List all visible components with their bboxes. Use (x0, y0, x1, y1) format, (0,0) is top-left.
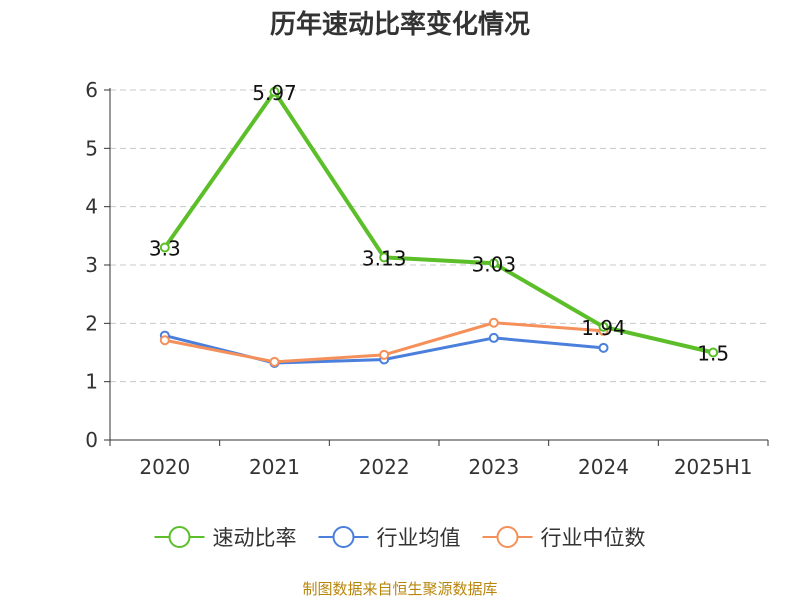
y-tick-label: 3 (85, 253, 98, 277)
x-tick-label: 2020 (139, 455, 190, 479)
data-point (159, 335, 170, 346)
data-point (269, 356, 280, 367)
y-tick-label: 4 (85, 195, 98, 219)
legend-marker (332, 526, 355, 548)
x-tick-label: 2025H1 (674, 455, 753, 479)
legend-label: 行业中位数 (541, 526, 646, 550)
source-note: 制图数据来自恒生聚源数据库 (302, 580, 498, 598)
legend-marker (168, 526, 191, 548)
data-point (269, 86, 280, 97)
data-point (598, 342, 609, 353)
data-label: 1.5 (697, 342, 729, 366)
data-label: 3.13 (362, 246, 407, 270)
legend-label: 速动比率 (213, 526, 297, 550)
data-point (488, 317, 499, 328)
data-label: 3.03 (472, 252, 517, 276)
x-tick-label: 2021 (249, 455, 300, 479)
legend-label: 行业均值 (377, 526, 461, 550)
data-point (379, 349, 390, 360)
x-tick-label: 2022 (359, 455, 410, 479)
x-tick-label: 2023 (468, 455, 519, 479)
data-label: 5.97 (252, 81, 297, 105)
data-label: 1.94 (581, 316, 626, 340)
data-point (379, 252, 390, 263)
y-tick-label: 5 (85, 136, 98, 160)
y-tick-label: 0 (85, 428, 98, 452)
y-tick-label: 2 (85, 311, 98, 335)
x-tick-label: 2024 (578, 455, 629, 479)
data-point (598, 321, 609, 332)
data-label: 3.3 (149, 237, 181, 261)
data-point (708, 347, 719, 358)
y-tick-label: 1 (85, 370, 98, 394)
y-tick-label: 6 (85, 78, 98, 102)
chart-title: 历年速动比率变化情况 (269, 10, 530, 40)
series-line (163, 89, 714, 355)
data-point (488, 332, 499, 343)
data-point (159, 242, 170, 253)
legend-marker (496, 526, 519, 548)
data-point (488, 258, 499, 269)
